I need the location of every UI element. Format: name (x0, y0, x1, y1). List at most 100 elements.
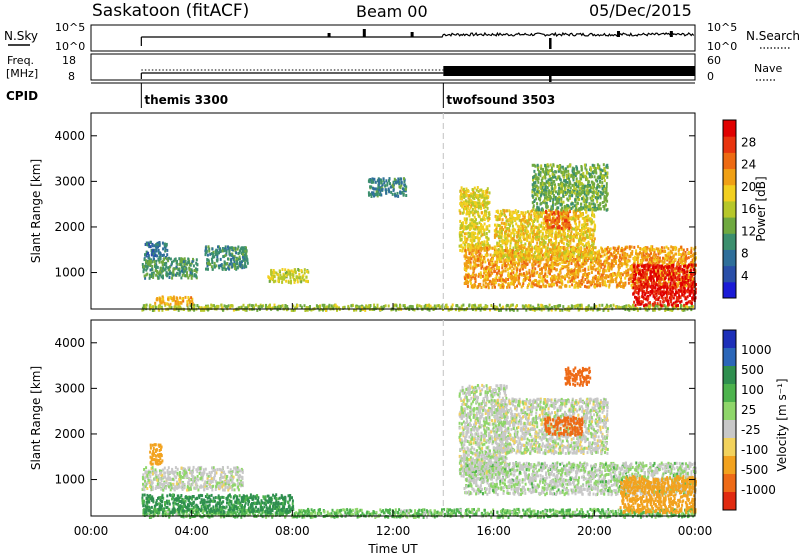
power-cell (688, 273, 691, 277)
power-cell (510, 272, 512, 276)
power-cell (160, 306, 163, 310)
power-cell (388, 190, 391, 194)
power-cell (464, 246, 467, 250)
power-cell (483, 228, 486, 232)
power-cell (227, 266, 230, 270)
power-cell (150, 272, 153, 276)
power-cell (246, 306, 249, 310)
power-cell (576, 271, 579, 275)
power-cell (577, 246, 580, 250)
power-cell (542, 253, 544, 257)
power-cell (474, 277, 477, 280)
power-cell (473, 235, 476, 239)
power-cell (566, 239, 569, 243)
power-cell (561, 265, 564, 268)
power-cell (296, 304, 299, 308)
power-cell (645, 252, 648, 255)
power-cell (615, 255, 618, 259)
power-cell (592, 214, 595, 218)
power-cell (537, 264, 540, 268)
power-cell (464, 257, 467, 260)
power-cell (479, 271, 482, 275)
power-cell (149, 275, 152, 279)
power-cell (176, 259, 178, 263)
power-cell (648, 254, 651, 257)
power-cell (159, 253, 162, 257)
power-cell (534, 259, 537, 263)
power-cell (485, 210, 488, 214)
power-cell (470, 257, 473, 261)
power-cell (528, 240, 531, 244)
power-cell (205, 267, 207, 271)
power-cell (160, 301, 163, 305)
power-cell (547, 208, 550, 212)
power-cell (542, 245, 545, 249)
power-cell (498, 309, 500, 312)
power-cell (514, 253, 517, 257)
power-cell (637, 252, 640, 256)
power-cell (371, 177, 374, 181)
power-cell (145, 250, 148, 254)
power-cell (227, 247, 230, 251)
power-cell (569, 279, 572, 283)
power-cell (515, 270, 518, 274)
power-cell (671, 251, 674, 255)
power-cell (658, 256, 661, 260)
power-cell (473, 202, 476, 205)
power-cell (188, 297, 191, 301)
power-cell (538, 245, 541, 249)
power-cell (570, 270, 573, 274)
power-cell (376, 187, 379, 191)
power-cell (547, 255, 550, 258)
power-cell (239, 249, 241, 253)
power-cell (526, 235, 529, 239)
power-cell (592, 276, 594, 280)
power-cell (569, 241, 572, 245)
power-cell (370, 179, 373, 183)
power-cell (517, 231, 520, 235)
power-cell (575, 304, 578, 308)
power-cell (559, 268, 562, 272)
power-cell (215, 264, 218, 268)
power-cell (216, 304, 218, 308)
power-cell (493, 270, 496, 273)
power-cell (150, 249, 153, 252)
power-cell (569, 217, 571, 221)
power-cell (157, 258, 160, 262)
power-cell (584, 278, 587, 281)
power-cell (583, 268, 586, 272)
power-cell (487, 201, 490, 205)
power-cell (148, 276, 151, 280)
power-cell (304, 308, 307, 312)
power-cell (545, 229, 548, 232)
power-cell (217, 245, 219, 249)
power-cell (504, 249, 507, 252)
power-cell (485, 254, 488, 258)
power-cell (363, 306, 366, 310)
power-cell (670, 272, 673, 276)
power-cell (514, 280, 516, 284)
power-cell (514, 264, 516, 268)
power-cell (539, 243, 542, 247)
power-cell (469, 218, 472, 222)
power-cell (528, 234, 531, 238)
power-cell (535, 211, 538, 215)
power-cell (491, 261, 494, 265)
power-cell (144, 305, 147, 309)
power-cell (668, 260, 671, 264)
power-cell (680, 303, 682, 307)
power-cell (609, 273, 612, 277)
power-cell (477, 204, 480, 208)
power-cell (239, 306, 242, 310)
power-cell (563, 231, 566, 235)
power-cell (623, 271, 626, 275)
power-cell (150, 275, 153, 278)
power-cell (531, 263, 534, 267)
power-cell (566, 252, 569, 256)
power-cell (300, 278, 302, 282)
power-cell (289, 274, 292, 277)
power-cell (586, 306, 589, 310)
power-cell (512, 267, 515, 271)
power-cell (191, 260, 194, 264)
power-cell (472, 190, 475, 194)
